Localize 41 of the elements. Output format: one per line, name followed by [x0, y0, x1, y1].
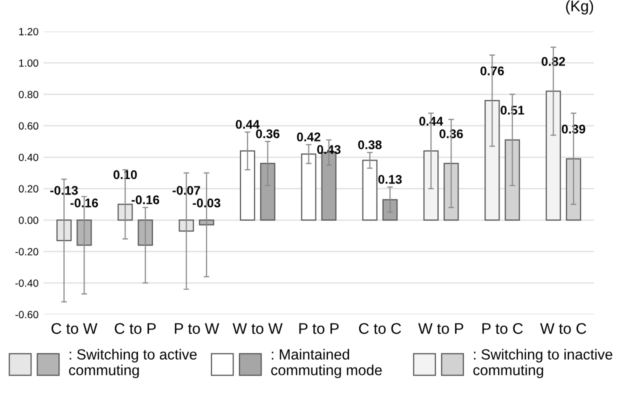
y-tick-label: -0.20	[15, 248, 38, 256]
y-tick-label: 0.00	[18, 216, 38, 224]
x-tick-label: C to P	[114, 323, 156, 334]
y-axis-title: (Kg)	[566, 0, 594, 14]
x-tick-label: W to C	[540, 323, 586, 334]
y-tick-label: 0.20	[18, 185, 38, 193]
y-tick-label: -0.60	[15, 310, 38, 318]
data-label: -0.16	[132, 195, 160, 204]
data-label: 0.51	[500, 106, 524, 115]
x-tick-label: P to C	[482, 323, 523, 334]
data-label: 0.76	[480, 66, 504, 76]
data-label: -0.13	[50, 186, 78, 195]
data-label: -0.16	[70, 198, 98, 208]
data-label: -0.03	[192, 198, 220, 208]
data-label: -0.07	[172, 186, 200, 195]
x-tick-label: C to C	[359, 323, 402, 334]
x-tick-label: W to W	[232, 323, 283, 334]
y-tick-label: 1.20	[19, 28, 38, 36]
data-label: 0.10	[114, 170, 137, 180]
data-label: 0.44	[419, 116, 444, 126]
data-label: 0.44	[236, 120, 260, 129]
y-tick-label: -0.40	[15, 279, 38, 287]
text: : Switching to inactive commuting	[473, 348, 612, 378]
y-tick-label: 1.00	[19, 59, 38, 67]
x-tick-label: W to P	[418, 323, 464, 334]
y-tick-label: 0.60	[18, 122, 38, 130]
text: : Maintained commuting mode	[271, 348, 382, 378]
data-label: 0.13	[378, 174, 402, 184]
x-tick-label: C to W	[52, 323, 98, 334]
y-tick-label: 0.80	[18, 90, 38, 98]
data-label: 0.38	[358, 140, 382, 150]
data-label: 0.82	[542, 57, 565, 66]
x-tick-label: P to W	[174, 323, 220, 334]
text: : Switching to active commuting	[69, 348, 197, 378]
data-label: 0.36	[440, 129, 463, 138]
data-label: 0.43	[317, 145, 341, 154]
x-tick-label: P to P	[299, 323, 339, 334]
data-label: 0.39	[562, 124, 586, 134]
data-label: 0.36	[256, 129, 280, 138]
y-tick-label: 0.40	[18, 154, 38, 162]
data-label: 0.42	[297, 132, 320, 142]
